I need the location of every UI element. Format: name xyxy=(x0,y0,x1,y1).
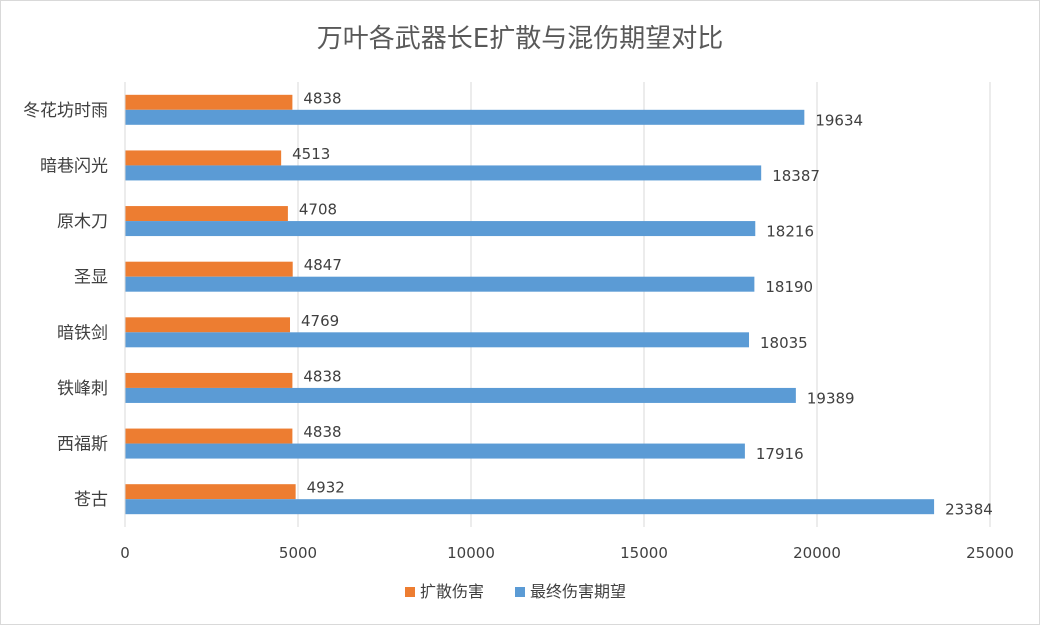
legend-label: 扩散伤害 xyxy=(420,582,484,601)
bar-diffusion-damage xyxy=(125,261,293,277)
bar-final-damage xyxy=(125,276,755,292)
category-label: 原木刀 xyxy=(57,212,108,232)
bar-diffusion-damage xyxy=(125,428,293,444)
x-tick-labels: 0 5000 10000 15000 20000 25000 xyxy=(120,544,1014,562)
category-label: 西福斯 xyxy=(57,435,108,455)
data-label: 17916 xyxy=(756,445,804,463)
bar-diffusion-damage xyxy=(125,94,293,110)
bar-final-damage xyxy=(125,221,756,237)
x-tick-label: 25000 xyxy=(966,544,1014,562)
x-tick-label: 5000 xyxy=(279,544,317,562)
bar-final-damage xyxy=(125,332,750,348)
legend-swatch xyxy=(515,587,525,597)
bar-final-damage xyxy=(125,165,762,181)
x-tick-label: 20000 xyxy=(793,544,841,562)
category-label: 苍古 xyxy=(74,490,108,510)
chart-title: 万叶各武器长E扩散与混伤期望对比 xyxy=(317,24,723,54)
bar-diffusion-damage xyxy=(125,484,296,500)
bar-diffusion-damage xyxy=(125,317,291,333)
bar-diffusion-damage xyxy=(125,150,282,166)
category-label: 暗铁剑 xyxy=(57,323,108,343)
data-label: 4847 xyxy=(304,256,342,274)
data-label: 4513 xyxy=(292,145,330,163)
bar-final-damage xyxy=(125,387,796,403)
data-label: 18035 xyxy=(760,334,808,352)
x-tick-label: 10000 xyxy=(447,544,495,562)
bar-diffusion-damage xyxy=(125,206,288,222)
data-label: 4838 xyxy=(303,367,341,385)
data-label: 4769 xyxy=(301,312,339,330)
legend: 扩散伤害 最终伤害期望 xyxy=(405,582,626,601)
data-label: 4838 xyxy=(303,423,341,441)
bar-final-damage xyxy=(125,109,805,125)
category-label: 圣显 xyxy=(74,268,108,288)
data-label: 19634 xyxy=(815,111,863,129)
category-label: 暗巷闪光 xyxy=(40,156,108,176)
legend-label: 最终伤害期望 xyxy=(530,582,626,601)
bars: 4838 19634 4513 18387 4708 18216 4847 18190 4769… xyxy=(124,82,993,527)
data-label: 18216 xyxy=(766,223,814,241)
legend-swatch xyxy=(405,587,415,597)
data-label: 4838 xyxy=(303,89,341,107)
x-tick-label: 15000 xyxy=(620,544,668,562)
bar-diffusion-damage xyxy=(125,372,293,388)
data-label: 4708 xyxy=(299,201,337,219)
data-label: 18387 xyxy=(772,167,820,185)
bar-final-damage xyxy=(125,443,745,459)
data-label: 18190 xyxy=(765,278,813,296)
category-label: 铁峰刺 xyxy=(57,379,108,399)
data-label: 23384 xyxy=(945,501,993,519)
category-label: 冬花坊时雨 xyxy=(23,101,108,121)
data-label: 19389 xyxy=(807,389,855,407)
bar-final-damage xyxy=(125,499,935,515)
data-label: 4932 xyxy=(307,479,345,497)
gridlines xyxy=(124,82,991,527)
x-tick-label: 0 xyxy=(120,544,130,562)
